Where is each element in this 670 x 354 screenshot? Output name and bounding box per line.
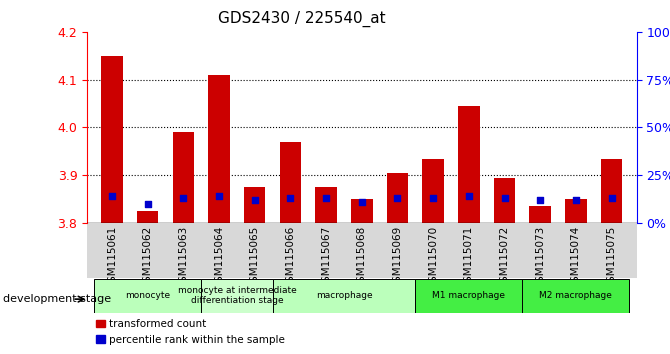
Bar (494, 178, 515, 223)
Text: monocyte: monocyte (125, 291, 170, 300)
Point (214, 193, 224, 199)
Bar (316, 187, 337, 223)
Point (249, 197, 260, 203)
Point (392, 195, 403, 201)
Bar (601, 159, 622, 223)
Legend: transformed count, percentile rank within the sample: transformed count, percentile rank withi… (92, 315, 289, 349)
Point (427, 195, 438, 201)
Bar (387, 173, 408, 223)
Point (178, 195, 189, 201)
Bar (173, 132, 194, 223)
Bar (208, 75, 230, 223)
Point (606, 195, 617, 201)
Text: M1 macrophage: M1 macrophage (432, 291, 505, 300)
Bar (458, 106, 480, 223)
FancyBboxPatch shape (523, 279, 629, 313)
Text: M2 macrophage: M2 macrophage (539, 291, 612, 300)
Point (535, 197, 545, 203)
Bar (565, 199, 586, 223)
Point (570, 197, 581, 203)
Bar (423, 159, 444, 223)
Text: GDS2430 / 225540_at: GDS2430 / 225540_at (218, 11, 385, 27)
Point (285, 195, 296, 201)
Point (321, 195, 332, 201)
Bar (244, 187, 265, 223)
Point (107, 193, 117, 199)
Text: monocyte at intermediate
differentiation stage: monocyte at intermediate differentiation… (178, 286, 296, 305)
Bar (137, 211, 158, 223)
Bar (280, 142, 301, 223)
FancyBboxPatch shape (273, 279, 415, 313)
Point (143, 201, 153, 207)
Bar (529, 206, 551, 223)
Bar (351, 199, 373, 223)
FancyBboxPatch shape (94, 279, 201, 313)
Point (356, 199, 367, 205)
Text: development stage: development stage (3, 294, 111, 304)
Text: macrophage: macrophage (316, 291, 373, 300)
Point (464, 193, 474, 199)
Point (499, 195, 510, 201)
FancyBboxPatch shape (201, 279, 273, 313)
Bar (101, 56, 123, 223)
FancyBboxPatch shape (415, 279, 523, 313)
